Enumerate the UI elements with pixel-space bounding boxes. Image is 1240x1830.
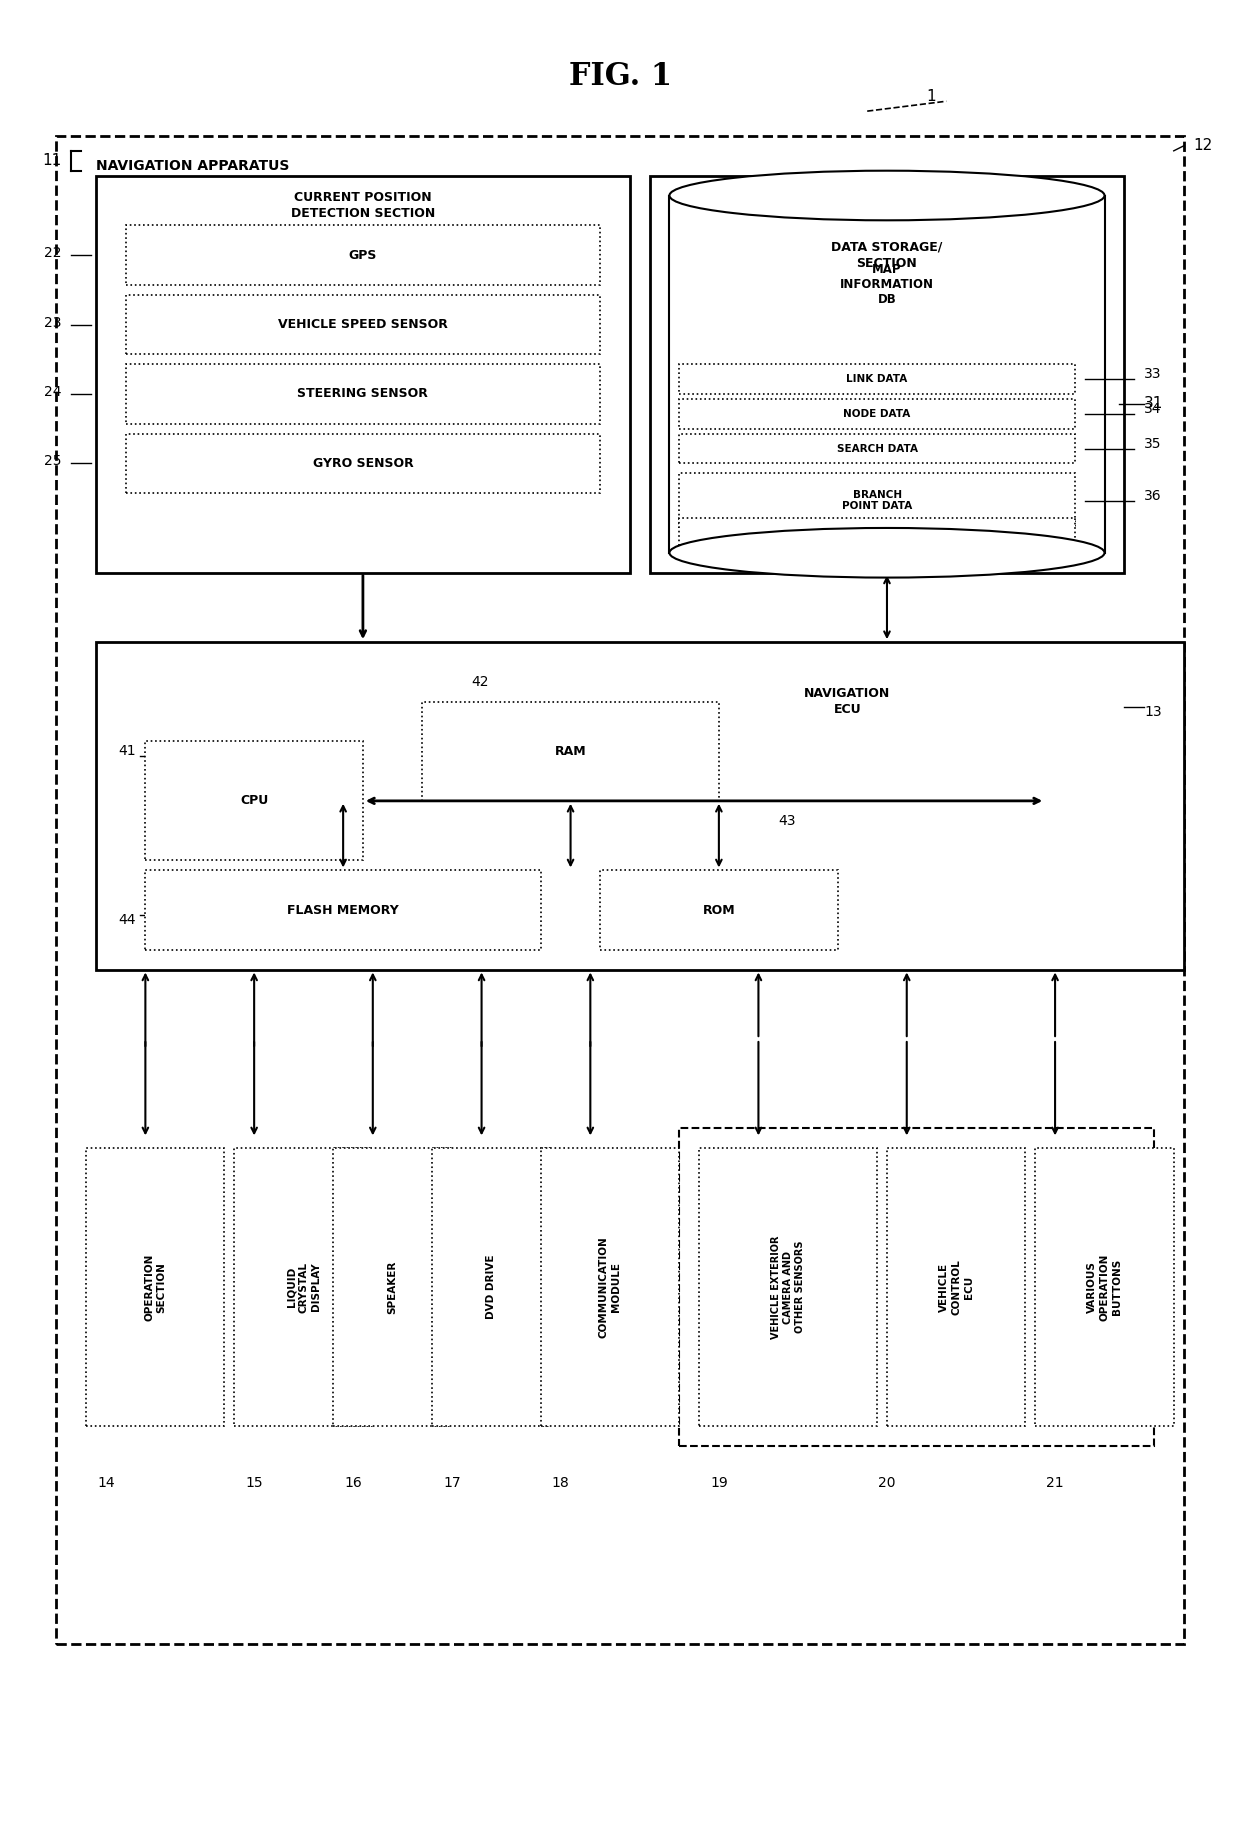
- Text: NAVIGATION APPARATUS: NAVIGATION APPARATUS: [95, 159, 289, 172]
- FancyBboxPatch shape: [95, 642, 1184, 970]
- Text: 11: 11: [42, 154, 61, 168]
- Text: GYRO SENSOR: GYRO SENSOR: [312, 458, 413, 470]
- FancyBboxPatch shape: [145, 741, 363, 860]
- FancyBboxPatch shape: [125, 434, 600, 494]
- FancyBboxPatch shape: [680, 518, 1075, 547]
- FancyBboxPatch shape: [423, 701, 719, 802]
- Text: CPU: CPU: [241, 794, 268, 807]
- Text: NODE DATA: NODE DATA: [843, 408, 910, 419]
- FancyBboxPatch shape: [125, 295, 600, 355]
- FancyBboxPatch shape: [680, 434, 1075, 463]
- FancyBboxPatch shape: [650, 176, 1125, 573]
- FancyBboxPatch shape: [125, 364, 600, 425]
- Text: SEARCH DATA: SEARCH DATA: [837, 443, 918, 454]
- Text: VEHICLE EXTERIOR
CAMERA AND
OTHER SENSORS: VEHICLE EXTERIOR CAMERA AND OTHER SENSOR…: [771, 1235, 805, 1340]
- Text: ...: ...: [870, 527, 883, 538]
- Text: 13: 13: [1145, 705, 1162, 719]
- Text: VEHICLE SPEED SENSOR: VEHICLE SPEED SENSOR: [278, 318, 448, 331]
- FancyBboxPatch shape: [680, 474, 1075, 529]
- Text: NAVIGATION
ECU: NAVIGATION ECU: [805, 686, 890, 716]
- Text: 20: 20: [878, 1475, 895, 1490]
- Text: CURRENT POSITION
DETECTION SECTION: CURRENT POSITION DETECTION SECTION: [291, 190, 435, 220]
- Text: 21: 21: [1047, 1475, 1064, 1490]
- Text: 43: 43: [779, 814, 796, 827]
- Text: 14: 14: [97, 1475, 114, 1490]
- Text: 33: 33: [1145, 368, 1162, 381]
- Text: DVD DRIVE: DVD DRIVE: [486, 1255, 496, 1319]
- FancyBboxPatch shape: [680, 1129, 1154, 1446]
- Text: GPS: GPS: [348, 249, 377, 262]
- Text: 12: 12: [1194, 139, 1213, 154]
- Text: OPERATION
SECTION: OPERATION SECTION: [144, 1254, 166, 1321]
- Text: LINK DATA: LINK DATA: [847, 373, 908, 384]
- Text: 17: 17: [443, 1475, 461, 1490]
- FancyBboxPatch shape: [600, 871, 837, 950]
- FancyBboxPatch shape: [86, 1147, 224, 1426]
- Text: 35: 35: [1145, 437, 1162, 450]
- FancyBboxPatch shape: [234, 1147, 373, 1426]
- Text: 42: 42: [471, 675, 490, 688]
- Text: VEHICLE
CONTROL
ECU: VEHICLE CONTROL ECU: [939, 1259, 973, 1316]
- Text: 24: 24: [43, 384, 61, 399]
- FancyBboxPatch shape: [145, 871, 541, 950]
- Text: 22: 22: [43, 245, 61, 260]
- FancyBboxPatch shape: [699, 1147, 877, 1426]
- Text: FLASH MEMORY: FLASH MEMORY: [288, 904, 399, 917]
- FancyBboxPatch shape: [56, 135, 1184, 1645]
- Text: 18: 18: [552, 1475, 569, 1490]
- FancyBboxPatch shape: [887, 1147, 1025, 1426]
- Text: 41: 41: [118, 745, 135, 758]
- FancyBboxPatch shape: [95, 176, 630, 573]
- Text: 31: 31: [1145, 397, 1163, 412]
- FancyBboxPatch shape: [680, 399, 1075, 428]
- Text: 1: 1: [926, 90, 936, 104]
- Text: 15: 15: [246, 1475, 263, 1490]
- FancyBboxPatch shape: [1035, 1147, 1174, 1426]
- Text: DATA STORAGE/
SECTION: DATA STORAGE/ SECTION: [831, 240, 942, 269]
- Text: FIG. 1: FIG. 1: [568, 60, 672, 92]
- Text: 36: 36: [1145, 489, 1162, 503]
- Text: STEERING SENSOR: STEERING SENSOR: [298, 388, 428, 401]
- Text: 34: 34: [1145, 403, 1162, 415]
- FancyBboxPatch shape: [334, 1147, 451, 1426]
- Text: 25: 25: [43, 454, 61, 468]
- FancyBboxPatch shape: [432, 1147, 551, 1426]
- Text: SPEAKER: SPEAKER: [388, 1261, 398, 1314]
- FancyBboxPatch shape: [670, 196, 1105, 553]
- Ellipse shape: [670, 170, 1105, 220]
- FancyBboxPatch shape: [680, 364, 1075, 393]
- Text: MAP
INFORMATION
DB: MAP INFORMATION DB: [839, 264, 934, 306]
- FancyBboxPatch shape: [541, 1147, 680, 1426]
- Text: ROM: ROM: [703, 904, 735, 917]
- Text: 23: 23: [43, 315, 61, 329]
- Text: COMMUNICATION
MODULE: COMMUNICATION MODULE: [599, 1237, 621, 1338]
- Text: 44: 44: [118, 913, 135, 928]
- Ellipse shape: [670, 529, 1105, 578]
- Text: BRANCH
POINT DATA: BRANCH POINT DATA: [842, 490, 913, 511]
- Text: VARIOUS
OPERATION
BUTTONS: VARIOUS OPERATION BUTTONS: [1087, 1254, 1122, 1321]
- Text: 16: 16: [345, 1475, 362, 1490]
- Text: LIQUID
CRYSTAL
DISPLAY: LIQUID CRYSTAL DISPLAY: [286, 1261, 321, 1312]
- Text: RAM: RAM: [554, 745, 587, 758]
- Text: 19: 19: [711, 1475, 728, 1490]
- FancyBboxPatch shape: [125, 225, 600, 285]
